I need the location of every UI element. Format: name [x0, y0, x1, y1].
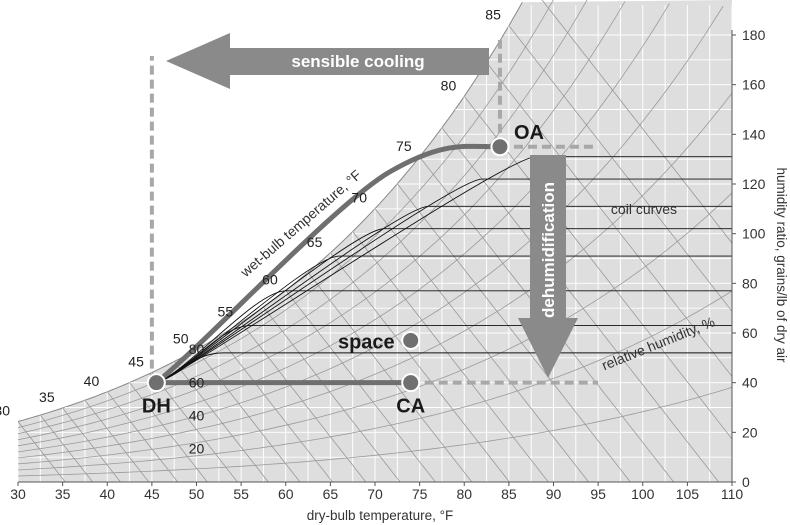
wet-bulb-gridline — [508, 25, 732, 312]
relative-humidity-curve — [18, 0, 554, 428]
wet-bulb-gridline — [463, 96, 732, 440]
wet-bulb-gridline — [441, 127, 720, 482]
wet-bulb-gridline — [396, 183, 631, 482]
space-point-label: space — [338, 331, 395, 353]
ca-point-label: CA — [396, 396, 425, 418]
wet-bulb-gridline — [196, 349, 301, 482]
wet-bulb-gridline — [263, 306, 401, 482]
relative-humidity-curve — [18, 290, 732, 471]
y-tick-label: 80 — [742, 275, 758, 291]
oa-point — [490, 137, 510, 157]
x-tick-label: 55 — [233, 486, 249, 502]
relative-humidity-label: 80 — [189, 341, 205, 357]
coil-curve — [156, 290, 732, 384]
x-axis-title: dry-bulb temperature, °F — [307, 508, 453, 523]
relative-humidity-curve — [18, 192, 732, 465]
y-tick-label: 0 — [742, 474, 750, 490]
chart-grid — [18, 0, 732, 482]
relative-humidity-label: 20 — [189, 440, 205, 456]
coil-curve — [156, 352, 732, 384]
y-tick-label: 60 — [742, 325, 758, 341]
wet-bulb-gridline — [541, 0, 732, 244]
x-tick-label: 45 — [144, 486, 160, 502]
x-tick-label: 80 — [456, 486, 472, 502]
y-axis-title: humidity ratio, grains/lb of dry air — [774, 167, 789, 363]
wet-bulb-label: 40 — [84, 373, 100, 389]
dehumidification-arrow — [518, 155, 578, 378]
x-tick-label: 40 — [99, 486, 115, 502]
relative-humidity-curve — [18, 92, 732, 459]
oa-point-label: OA — [514, 122, 544, 144]
y-tick-label: 140 — [742, 126, 766, 142]
x-tick-label: 95 — [590, 486, 606, 502]
x-tick-label: 105 — [676, 486, 700, 502]
space-point — [401, 330, 421, 350]
wet-bulb-label: 50 — [173, 331, 189, 347]
cooling-coil-process-line — [154, 143, 500, 385]
y-tick-label: 180 — [742, 27, 766, 43]
coil-curves-label: coil curves — [611, 201, 677, 217]
wet-bulb-gridline — [285, 290, 436, 482]
y-tick-label: 120 — [742, 176, 766, 192]
process-lines — [149, 40, 599, 386]
x-tick-label: 100 — [631, 486, 655, 502]
relative-humidity-curve — [18, 5, 724, 453]
x-tick-label: 65 — [323, 486, 339, 502]
y-tick-label: 100 — [742, 226, 766, 242]
relative-humidity-label: 40 — [189, 407, 205, 423]
coil-curves — [156, 156, 732, 384]
sensible-cooling-arrow — [166, 33, 489, 89]
ca-point — [401, 373, 421, 393]
wet-bulb-label: 70 — [351, 190, 367, 206]
y-tick-label: 20 — [742, 424, 758, 440]
process-arrows: sensible cooling dehumidification — [166, 33, 578, 378]
wet-bulb-label: 60 — [262, 271, 278, 287]
x-tick-label: 110 — [721, 486, 744, 502]
wet-bulb-gridline — [240, 322, 367, 482]
wet-bulb-label: 55 — [218, 303, 234, 319]
x-tick-label: 75 — [412, 486, 428, 502]
wet-bulb-label: 65 — [307, 234, 323, 250]
x-tick-label: 35 — [55, 486, 71, 502]
relative-humidity-label: 60 — [189, 374, 205, 390]
wet-bulb-label: 85 — [485, 7, 501, 23]
dh-point — [146, 373, 166, 393]
wet-bulb-gridline — [374, 208, 589, 482]
wet-bulb-label: 30 — [0, 403, 10, 419]
wet-bulb-label: 75 — [396, 138, 412, 154]
x-tick-label: 70 — [367, 486, 383, 502]
x-tick-label: 30 — [10, 486, 26, 502]
coil-curve — [156, 325, 732, 384]
x-tick-label: 85 — [501, 486, 517, 502]
y-tick-label: 160 — [742, 77, 766, 93]
y-tick-label: 40 — [742, 375, 758, 391]
dehumidification-label: dehumidification — [539, 182, 558, 318]
state-points: OA DH CA space — [142, 122, 544, 418]
sensible-cooling-label: sensible cooling — [291, 52, 424, 71]
wet-bulb-gridline — [151, 372, 238, 482]
wet-bulb-label: 35 — [39, 389, 55, 405]
relative-humidity-curve — [18, 1, 626, 441]
wet-bulb-label: 80 — [441, 77, 457, 93]
wet-bulb-gridline — [106, 391, 179, 482]
wet-bulb-label: 45 — [128, 353, 144, 369]
wet-bulb-gridline — [352, 231, 549, 482]
wet-bulb-gridline — [129, 382, 208, 482]
dh-point-label: DH — [142, 396, 171, 418]
x-tick-label: 60 — [278, 486, 294, 502]
x-tick-label: 50 — [189, 486, 205, 502]
relative-humidity-curve — [18, 386, 732, 477]
x-tick-label: 90 — [546, 486, 562, 502]
wet-bulb-gridline — [486, 62, 732, 378]
